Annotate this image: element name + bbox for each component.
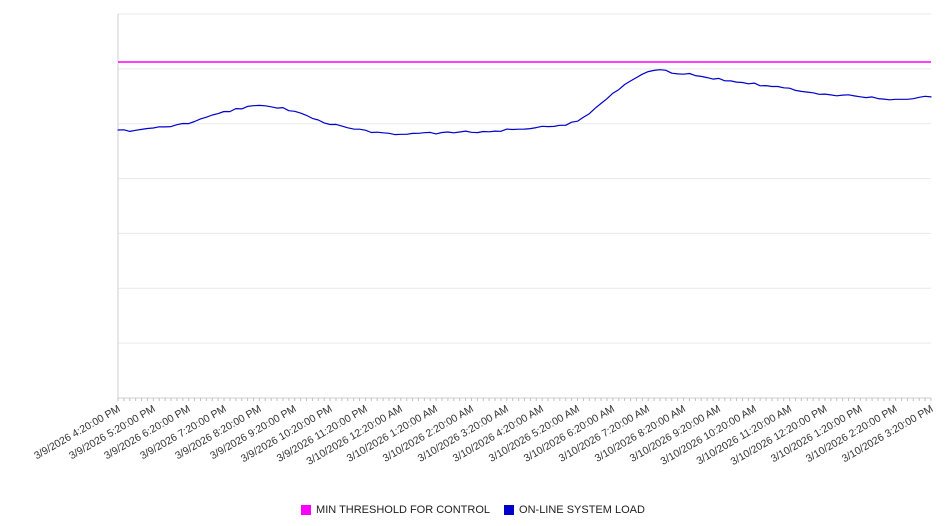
legend-label: MIN THRESHOLD FOR CONTROL — [316, 504, 491, 516]
legend-item-min-threshold[interactable]: MIN THRESHOLD FOR CONTROL — [301, 504, 490, 516]
legend-item-online-system-load[interactable]: ON-LINE SYSTEM LOAD — [504, 504, 645, 516]
legend-label: ON-LINE SYSTEM LOAD — [519, 504, 645, 516]
legend: MIN THRESHOLD FOR CONTROL ON-LINE SYSTEM… — [0, 504, 946, 516]
min-threshold-swatch-icon — [301, 505, 312, 515]
series-line-online-system-load — [117, 69, 932, 136]
online-system-load-swatch-icon — [504, 505, 515, 515]
